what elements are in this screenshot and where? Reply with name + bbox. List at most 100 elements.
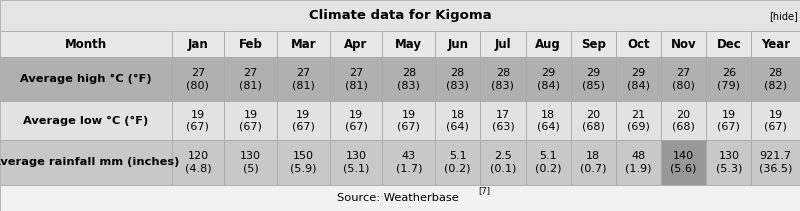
Text: 20
(68): 20 (68): [582, 110, 605, 132]
Bar: [570, 57, 616, 101]
Text: 28
(83): 28 (83): [446, 68, 469, 90]
Bar: [526, 101, 570, 140]
Text: 17
(63): 17 (63): [491, 110, 514, 132]
Bar: [661, 140, 706, 185]
Bar: [616, 31, 661, 57]
Text: 19
(67): 19 (67): [239, 110, 262, 132]
Bar: [277, 101, 330, 140]
Text: Sep: Sep: [581, 38, 606, 51]
Bar: [330, 140, 382, 185]
Bar: [435, 140, 480, 185]
Bar: [751, 140, 800, 185]
Text: 130
(5): 130 (5): [240, 151, 261, 173]
Text: 19
(67): 19 (67): [398, 110, 420, 132]
Text: 5.1
(0.2): 5.1 (0.2): [535, 151, 562, 173]
Bar: [616, 57, 661, 101]
Text: 43
(1.7): 43 (1.7): [395, 151, 422, 173]
Text: Jul: Jul: [494, 38, 511, 51]
Text: 29
(85): 29 (85): [582, 68, 605, 90]
Text: 19
(67): 19 (67): [186, 110, 210, 132]
Text: 120
(4.8): 120 (4.8): [185, 151, 211, 173]
Bar: [171, 140, 224, 185]
Text: Average high °C (°F): Average high °C (°F): [20, 74, 151, 84]
Bar: [382, 57, 435, 101]
Text: 27
(81): 27 (81): [239, 68, 262, 90]
Text: 20
(68): 20 (68): [672, 110, 695, 132]
Text: 921.7
(36.5): 921.7 (36.5): [759, 151, 793, 173]
Bar: [661, 57, 706, 101]
Bar: [751, 101, 800, 140]
Bar: [0, 101, 171, 140]
Bar: [277, 31, 330, 57]
Bar: [616, 140, 661, 185]
Text: Oct: Oct: [627, 38, 650, 51]
Text: Average rainfall mm (inches): Average rainfall mm (inches): [0, 157, 179, 168]
Bar: [224, 101, 277, 140]
Text: 27
(81): 27 (81): [292, 68, 314, 90]
Text: 29
(84): 29 (84): [627, 68, 650, 90]
Bar: [526, 31, 570, 57]
Bar: [706, 57, 751, 101]
Bar: [526, 57, 570, 101]
Bar: [661, 31, 706, 57]
Bar: [224, 31, 277, 57]
Text: Nov: Nov: [671, 38, 697, 51]
Bar: [435, 57, 480, 101]
Text: Jan: Jan: [187, 38, 208, 51]
Text: 27
(80): 27 (80): [672, 68, 695, 90]
Text: Mar: Mar: [290, 38, 316, 51]
Text: 150
(5.9): 150 (5.9): [290, 151, 317, 173]
Text: 5.1
(0.2): 5.1 (0.2): [445, 151, 471, 173]
Bar: [0, 140, 171, 185]
Bar: [570, 101, 616, 140]
Text: 28
(83): 28 (83): [491, 68, 514, 90]
Bar: [480, 57, 526, 101]
Bar: [330, 101, 382, 140]
Text: 130
(5.3): 130 (5.3): [716, 151, 742, 173]
Bar: [706, 31, 751, 57]
Text: 140
(5.6): 140 (5.6): [670, 151, 697, 173]
Bar: [330, 57, 382, 101]
Text: 26
(79): 26 (79): [718, 68, 740, 90]
Bar: [171, 101, 224, 140]
Bar: [171, 31, 224, 57]
Bar: [171, 57, 224, 101]
Text: Source: Weatherbase: Source: Weatherbase: [338, 193, 462, 203]
Text: 18
(64): 18 (64): [446, 110, 469, 132]
Text: Average low °C (°F): Average low °C (°F): [23, 116, 148, 126]
Text: 29
(84): 29 (84): [537, 68, 560, 90]
Text: Climate data for Kigoma: Climate data for Kigoma: [309, 9, 491, 22]
Text: 19
(67): 19 (67): [292, 110, 314, 132]
Text: 48
(1.9): 48 (1.9): [626, 151, 652, 173]
Text: Jun: Jun: [447, 38, 468, 51]
Text: 28
(83): 28 (83): [398, 68, 420, 90]
Bar: [616, 101, 661, 140]
Text: Year: Year: [761, 38, 790, 51]
Bar: [0, 0, 800, 31]
Bar: [570, 140, 616, 185]
Bar: [661, 101, 706, 140]
Text: Apr: Apr: [344, 38, 368, 51]
Bar: [330, 31, 382, 57]
Text: 27
(81): 27 (81): [345, 68, 367, 90]
Bar: [751, 31, 800, 57]
Bar: [526, 140, 570, 185]
Text: 130
(5.1): 130 (5.1): [343, 151, 370, 173]
Text: 19
(67): 19 (67): [345, 110, 367, 132]
Text: 28
(82): 28 (82): [764, 68, 787, 90]
Text: Month: Month: [65, 38, 107, 51]
Bar: [382, 140, 435, 185]
Bar: [435, 101, 480, 140]
Bar: [706, 140, 751, 185]
Bar: [382, 101, 435, 140]
Text: May: May: [395, 38, 422, 51]
Bar: [570, 31, 616, 57]
Bar: [224, 140, 277, 185]
Text: 27
(80): 27 (80): [186, 68, 210, 90]
Text: 18
(0.7): 18 (0.7): [580, 151, 606, 173]
Text: 19
(67): 19 (67): [718, 110, 740, 132]
Bar: [706, 101, 751, 140]
Text: [7]: [7]: [478, 187, 490, 196]
Bar: [480, 101, 526, 140]
Bar: [382, 31, 435, 57]
